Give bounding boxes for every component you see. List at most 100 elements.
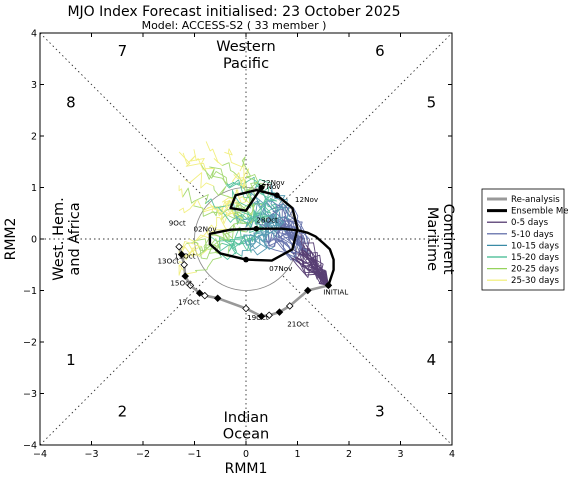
x-tick-label: 0 <box>243 449 249 460</box>
date-label: 9Oct <box>169 219 186 228</box>
legend-label: 15-20 days <box>511 253 560 263</box>
ensemble-member-line <box>258 227 279 239</box>
legend-label: Ensemble Mean <box>511 207 568 217</box>
x-tick-label: −3 <box>84 449 98 460</box>
region-label-line: and Africa <box>67 202 83 275</box>
ensemble-member-line <box>264 235 301 254</box>
diagonal-guide <box>282 275 453 446</box>
x-tick-label: 4 <box>449 449 455 460</box>
ensemble-member-line <box>245 215 264 228</box>
phase-number-7: 7 <box>118 42 128 60</box>
y-tick-label: −2 <box>23 338 37 349</box>
x-tick-label: 2 <box>346 449 352 460</box>
ensemble-member-line <box>231 189 252 209</box>
y-tick-label: −1 <box>23 286 37 297</box>
ensemble-member-line <box>277 227 303 249</box>
x-tick-label: −1 <box>187 449 201 460</box>
ensemble-member-line <box>182 187 209 205</box>
ensemble-member-line <box>241 156 255 181</box>
plot-background <box>40 33 452 445</box>
reanalysis-marker <box>175 242 183 251</box>
reanalysis-marker <box>265 311 273 319</box>
diagonal-guide <box>39 275 210 446</box>
legend-label: 20-25 days <box>511 265 560 275</box>
phase-number-8: 8 <box>66 94 76 112</box>
ensemble-member-line <box>209 166 227 185</box>
phase-number-1: 1 <box>66 351 76 369</box>
x-tick-label: −2 <box>136 449 150 460</box>
phase-number-3: 3 <box>375 403 385 421</box>
reanalysis-marker <box>180 260 188 269</box>
ensemble-member-line <box>275 203 287 212</box>
ensemble-member-line <box>178 264 197 276</box>
region-label-indian-ocean: Indian <box>224 410 269 426</box>
date-label: INITIAL <box>323 288 348 297</box>
ensemble-member-line <box>249 233 269 250</box>
ensemble-member-line <box>182 152 205 165</box>
ensemble-mean-marker <box>243 256 249 263</box>
ensemble-member-line <box>301 247 329 286</box>
ensemble-member-line <box>184 172 214 189</box>
reanalysis-marker <box>213 294 222 302</box>
ensemble-member-line <box>225 238 251 252</box>
ensemble-member-line <box>252 199 268 218</box>
ensemble-member-line <box>258 192 278 205</box>
ensemble-member-line <box>260 206 277 223</box>
date-label: 17Nov <box>257 182 281 191</box>
region-label-west-hem-africa: West. Hem. and Africa <box>51 197 83 280</box>
legend-label: 10-15 days <box>511 241 560 251</box>
y-tick-label: −4 <box>23 441 37 452</box>
ensemble-member-line <box>241 247 268 257</box>
date-label: 21Oct <box>287 320 309 329</box>
ensemble-member-line <box>178 151 207 173</box>
ensemble-member-line <box>254 178 272 189</box>
ensemble-member-line <box>236 213 257 227</box>
y-tick-label: 3 <box>31 80 37 91</box>
date-label: 12Nov <box>295 195 319 204</box>
ensemble-member-line <box>306 244 329 286</box>
region-label-western-pacific: Pacific <box>223 56 269 72</box>
x-tick-label: 1 <box>294 449 300 460</box>
y-tick-label: 1 <box>31 183 37 194</box>
reanalysis-marker <box>275 308 284 316</box>
legend-label: 5-10 days <box>511 230 554 240</box>
legend-label: 25-30 days <box>511 276 560 286</box>
ensemble-member-line <box>272 208 302 235</box>
ensemble-member-line <box>266 201 296 240</box>
ensemble-member-line <box>221 162 243 182</box>
date-label: 22Nov <box>261 178 285 187</box>
phase-number-4: 4 <box>427 351 437 369</box>
phase-number-2: 2 <box>118 403 128 421</box>
reanalysis-marker <box>304 286 312 295</box>
ensemble-member-line <box>193 149 215 171</box>
date-label: 02Nov <box>193 224 217 233</box>
ensemble-member-line <box>218 242 245 253</box>
ensemble-member-line <box>214 216 232 231</box>
date-label: 17Oct <box>178 297 200 306</box>
x-tick-label: −4 <box>33 449 47 460</box>
ensemble-member-line <box>267 234 296 257</box>
phase-number-6: 6 <box>375 42 385 60</box>
region-label-indian-ocean: Ocean <box>223 426 269 442</box>
ensemble-member-line <box>264 238 292 259</box>
ensemble-member-line <box>299 250 329 286</box>
legend-frame <box>481 188 565 291</box>
diagonal-guide <box>282 32 453 203</box>
x-tick-label: 3 <box>397 449 403 460</box>
ensemble-mean-marker <box>258 184 265 191</box>
y-tick-label: 4 <box>31 29 37 40</box>
y-axis-label: RMM2 <box>3 218 19 261</box>
ensemble-member-line <box>217 206 249 223</box>
date-label: 11Oct <box>174 252 196 261</box>
phase-number-5: 5 <box>427 94 437 112</box>
diagonal-guide <box>39 32 210 203</box>
ensemble-member-line <box>269 211 303 252</box>
ensemble-member-line <box>195 230 214 241</box>
date-label: 15Oct <box>170 278 192 287</box>
reanalysis-marker <box>195 289 204 297</box>
ensemble-member-line <box>251 204 267 223</box>
ensemble-member-line <box>307 247 329 286</box>
region-label-western-pacific: Western <box>216 39 275 55</box>
